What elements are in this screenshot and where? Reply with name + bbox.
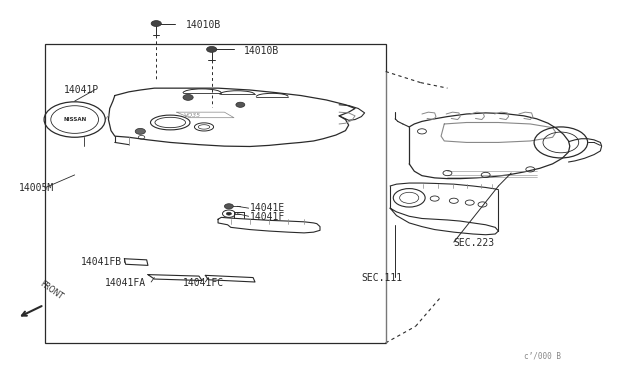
Circle shape (135, 128, 145, 134)
Text: SEC.223: SEC.223 (454, 238, 495, 248)
Text: 14041FC: 14041FC (183, 278, 224, 288)
Text: 14005M: 14005M (19, 183, 54, 193)
Text: VQ35: VQ35 (184, 113, 201, 118)
Text: 14041F: 14041F (250, 212, 285, 222)
Text: 14041P: 14041P (64, 85, 99, 95)
Text: FRONT: FRONT (38, 279, 65, 301)
Text: 14010B: 14010B (186, 20, 221, 31)
Circle shape (227, 212, 232, 215)
Text: NISSAN: NISSAN (63, 117, 86, 122)
Text: c’/000 B: c’/000 B (524, 351, 561, 360)
Circle shape (207, 46, 217, 52)
Circle shape (225, 204, 234, 209)
Bar (45, 44, 386, 343)
Circle shape (183, 94, 193, 100)
Text: 14041FB: 14041FB (81, 257, 122, 267)
Text: 14010B: 14010B (244, 46, 279, 56)
Text: SEC.111: SEC.111 (362, 273, 403, 283)
Circle shape (151, 20, 161, 26)
Circle shape (236, 102, 245, 108)
Text: 14041FA: 14041FA (105, 278, 147, 288)
Text: 14041E: 14041E (250, 203, 285, 213)
